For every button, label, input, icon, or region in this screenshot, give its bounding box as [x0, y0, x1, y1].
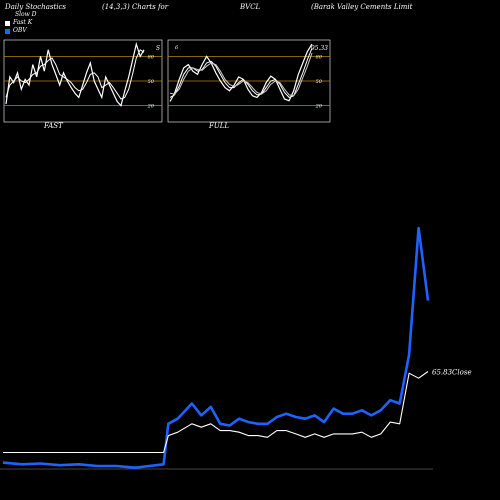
full-series-full-k [169, 43, 313, 102]
legend-label-fast-k: Fast K [13, 19, 33, 26]
header-title-2: (14,3,3) Charts for [102, 3, 169, 11]
close-value-label: 65.83Close [432, 368, 472, 376]
fast-current-value-label: S [156, 45, 160, 52]
full-level-label-50: 50 [316, 79, 323, 85]
full-level-label-80: 80 [316, 54, 323, 60]
full-level-label-20: 20 [315, 104, 323, 110]
fast-level-label-20: 20 [147, 104, 155, 110]
legend-label-obv: OBV [13, 27, 27, 34]
full-stochastics-panel: 20 50 80 95.33 6 [167, 39, 331, 123]
close-price-line [3, 371, 429, 454]
full-series-signal [169, 52, 313, 97]
fast-series-fast-k [5, 41, 145, 107]
full-current-value-label: 95.33 [311, 45, 328, 52]
header-symbol: BVCL [240, 3, 261, 11]
legend-item-obv: OBV [5, 27, 37, 35]
legend: Slow D Fast K OBV [5, 11, 37, 35]
legend-swatch-fast-k [5, 20, 10, 26]
fast-series-slow-d [5, 49, 145, 100]
legend-item-fast-k: Fast K [5, 19, 37, 27]
fast-level-label-50: 50 [148, 79, 155, 85]
legend-item-slow-d: Slow D [5, 11, 37, 19]
header-title-1: Daily Stochastics [5, 3, 67, 11]
full-left-label: 6 [175, 45, 179, 51]
obv-line [2, 226, 430, 470]
legend-label-slow-d: Slow D [15, 11, 37, 18]
full-panel-label: FULL [208, 122, 229, 130]
legend-swatch-slow-d [5, 11, 12, 19]
legend-swatch-obv [5, 28, 10, 34]
fast-level-label-80: 80 [148, 54, 155, 60]
fast-stochastics-panel: 20 50 80S [3, 39, 163, 123]
price-obv-panel: 65.83Close [0, 226, 472, 470]
header-company: (Barak Valley Cements Limit [311, 3, 413, 11]
fast-panel-label: FAST [43, 122, 64, 130]
